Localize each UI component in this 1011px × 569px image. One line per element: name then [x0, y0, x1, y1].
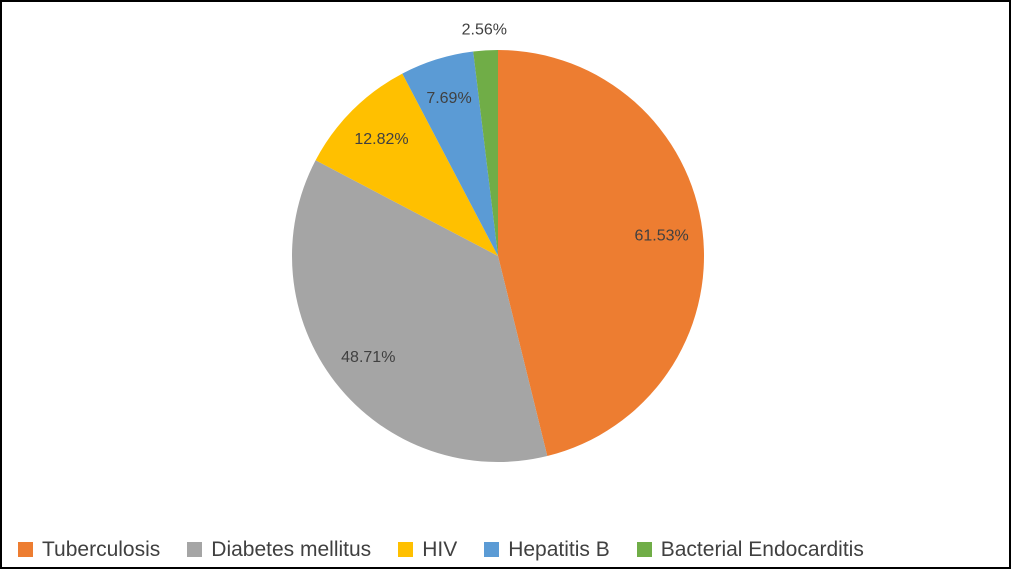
slice-label-hiv: 12.82%: [354, 131, 408, 148]
pie-slice-diabetes-mellitus: [291, 160, 548, 463]
pie-slice-bacterial-endocarditis: [473, 50, 498, 256]
slice-label-tuberculosis: 61.53%: [634, 228, 688, 245]
legend-label-hepatitis-b: Hepatitis B: [508, 538, 610, 561]
legend-label-hiv: HIV: [422, 538, 458, 561]
legend-label-tuberculosis: Tuberculosis: [42, 538, 161, 561]
slice-label-bacterial-endocarditis: 2.56%: [462, 21, 507, 38]
legend-swatch-hepatitis-b: [484, 542, 500, 557]
legend-swatch-hiv: [398, 542, 414, 557]
legend-item-hiv: HIV: [398, 539, 457, 560]
pie-slice-tuberculosis: [498, 50, 705, 457]
legend-item-bacterial-endocarditis: Bacterial Endocarditis: [636, 538, 864, 561]
legend-item-diabetes-mellitus: Diabetes mellitus: [187, 539, 371, 560]
legend-item-tuberculosis: Tuberculosis: [18, 539, 160, 560]
legend: Tuberculosis Diabetes mellitus HIV Hepatiti…: [18, 539, 1005, 560]
legend-label-bacterial-endocarditis: Bacterial Endocarditis: [660, 538, 864, 561]
pie-slice-hiv: [315, 73, 498, 256]
legend-swatch-bacterial-endocarditis: [636, 542, 652, 557]
pie-chart: 61.53% 48.71% 12.82% 7.69% 2.56%: [291, 21, 705, 463]
slice-label-hepatitis-b: 7.69%: [426, 90, 471, 107]
legend-swatch-diabetes-mellitus: [187, 542, 203, 557]
pie-slice-hepatitis-b: [402, 51, 498, 256]
legend-item-hepatitis-b: Hepatitis B: [484, 539, 610, 560]
slice-label-diabetes-mellitus: 48.71%: [341, 349, 395, 366]
legend-swatch-tuberculosis: [18, 542, 33, 557]
legend-label-diabetes-mellitus: Diabetes mellitus: [211, 538, 372, 561]
